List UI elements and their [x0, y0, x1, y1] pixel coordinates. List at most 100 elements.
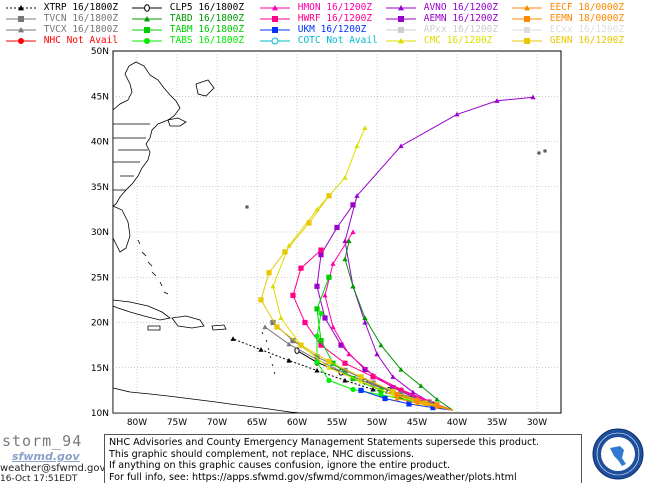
legend-item: ECxx 16/1200Z [510, 25, 624, 35]
maritimes [167, 117, 187, 127]
track-line [396, 394, 454, 411]
legend-label: GENN 16/1200Z [544, 35, 625, 46]
lat-label: 15N [91, 364, 109, 374]
track-point [394, 392, 400, 398]
track-point [406, 401, 412, 407]
track-point [326, 274, 332, 280]
track-point [318, 310, 324, 317]
cuba [112, 299, 171, 321]
track-point [314, 359, 320, 365]
track-point [342, 367, 348, 374]
track-point [342, 360, 348, 366]
legend-marker [512, 38, 542, 44]
track-point [346, 238, 352, 244]
legend-marker [260, 16, 290, 22]
legend-marker [132, 4, 162, 12]
track-point [410, 389, 416, 395]
brand-site-link[interactable]: sfwmd.gov [12, 450, 80, 463]
legend-marker [132, 16, 162, 22]
bermuda [245, 205, 249, 209]
track-point [530, 94, 536, 100]
north-america-coast [112, 61, 181, 207]
legend-label: HWRF 16/1200Z [292, 13, 373, 24]
track-point [286, 242, 292, 248]
lon-label: 75W [167, 418, 187, 428]
legend-item: NHC Not Avail [4, 36, 118, 46]
track-point [390, 392, 396, 397]
track-point [338, 342, 344, 348]
bahamas [137, 239, 169, 295]
legend-label: AEMN 16/1200Z [418, 13, 499, 24]
legend-item: HMON 16/1200Z [258, 3, 372, 13]
track-point [342, 175, 348, 180]
track-point [286, 341, 292, 347]
legend-item: UKM 16/1200Z [258, 25, 366, 35]
lat-label: 40N [91, 138, 109, 148]
track-point [398, 143, 404, 149]
track-point [350, 202, 356, 208]
track-point [330, 324, 336, 330]
track-point [390, 385, 396, 391]
track-point [414, 397, 420, 403]
track-point [258, 297, 264, 303]
legend-item: TVCN 16/1800Z [4, 14, 118, 24]
track-point [350, 229, 356, 235]
track-point [314, 367, 320, 373]
track-point [378, 387, 384, 393]
legend-label: TABM 16/1800Z [164, 24, 245, 35]
branding-block: storm_94 sfwmd.gov weather@sfwmd.gov 16-… [0, 432, 110, 484]
legend-item: TABM 16/1800Z [130, 25, 244, 35]
timestamp: 16-Oct 17:51EDT [0, 474, 78, 484]
legend-marker [512, 5, 542, 11]
legend-label: EECF 18/0000Z [544, 2, 625, 13]
legend-marker [386, 27, 416, 33]
track-point [326, 365, 332, 370]
legend-marker [6, 27, 36, 33]
legend-item: XTRP 16/1800Z [4, 3, 118, 13]
legend-item: EECF 18/0000Z [510, 3, 624, 13]
track-point [334, 224, 340, 231]
legend-item: CLP5 16/1800Z [130, 3, 244, 13]
track-point [362, 366, 368, 373]
track-point [330, 261, 336, 266]
track-point [382, 395, 388, 402]
disclaimer-line[interactable]: For full info, see: https://apps.sfwmd.g… [109, 471, 517, 483]
legend-marker [260, 5, 290, 11]
track-point [434, 402, 440, 408]
track-line [396, 398, 454, 411]
legend-label: NHC Not Avail [38, 35, 119, 46]
lon-label: 40W [447, 418, 467, 428]
track-point [318, 247, 324, 253]
model-legend: XTRP 16/1800Z CLP5 16/1800Z HMON 16/1200… [0, 0, 647, 48]
track-point [418, 383, 424, 388]
legend-marker [386, 16, 416, 22]
track-point [362, 315, 368, 321]
legend-marker [6, 38, 36, 44]
lon-label: 65W [247, 418, 267, 428]
disclaimer-box: NHC Advisories and County Emergency Mana… [104, 434, 582, 483]
legend-item: AEMN 16/1200Z [384, 14, 498, 24]
track-point [434, 396, 440, 402]
lon-label: 80W [127, 418, 147, 428]
newfoundland [195, 79, 215, 97]
legend-label: TVCN 16/1800Z [38, 13, 119, 24]
contact-email: weather@sfwmd.gov [0, 463, 106, 474]
lat-label: 20N [91, 319, 109, 329]
track-point [298, 342, 304, 348]
legend-label: AVNO 16/1200Z [418, 2, 499, 13]
lon-label: 50W [367, 418, 387, 428]
legend-label: CMC 16/1200Z [418, 35, 493, 46]
track-point [378, 342, 384, 348]
track-point [326, 377, 332, 384]
legend-marker [260, 27, 290, 33]
disclaimer-line: This graphic should complement, not repl… [109, 448, 415, 460]
track-point [270, 283, 276, 289]
lat-lon-grid [113, 51, 561, 413]
track-point [374, 351, 380, 357]
legend-marker [132, 27, 162, 33]
track-point [394, 395, 400, 401]
track-point [390, 388, 396, 394]
legend-label: XTRP 16/1800Z [38, 2, 119, 13]
track-point [358, 374, 364, 380]
legend-item: TABS 16/1800Z [130, 36, 244, 46]
